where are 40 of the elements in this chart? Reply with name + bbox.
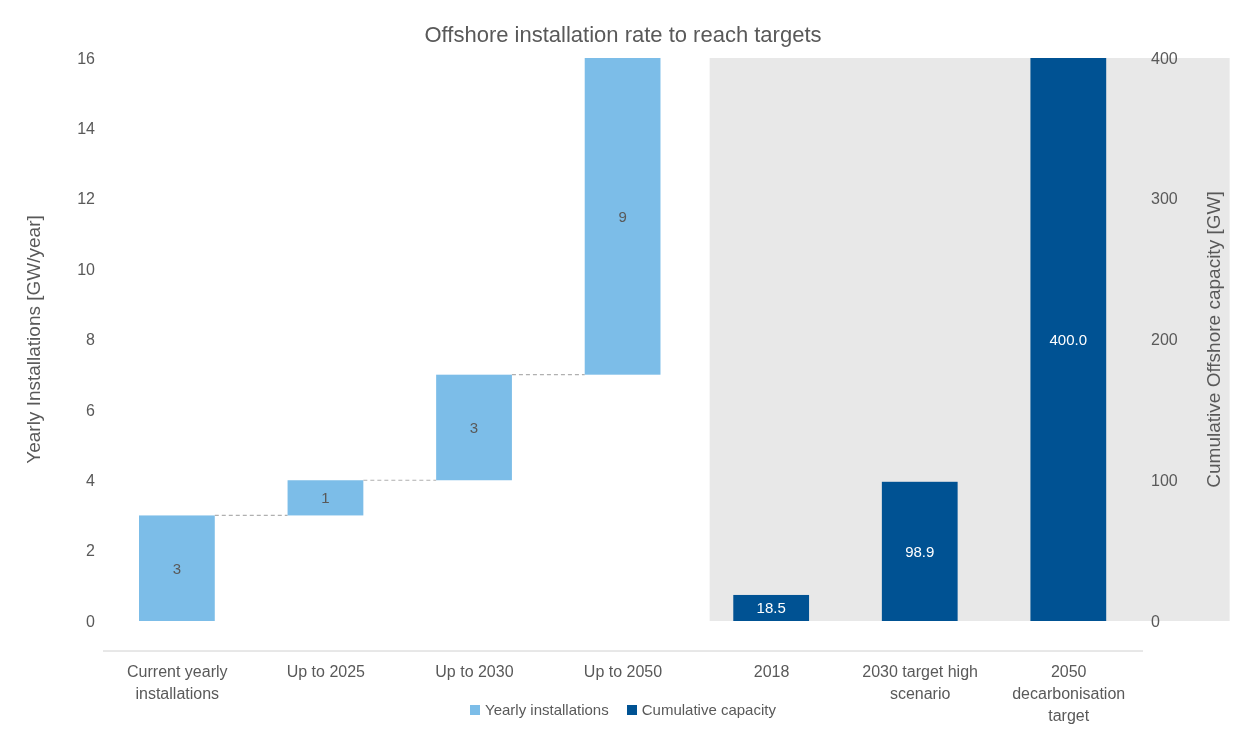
y-tick-label: 12 <box>77 190 96 208</box>
y2-tick-label: 0 <box>1151 612 1160 630</box>
x-tick-label: Up to 2030 <box>435 663 514 680</box>
y-tick-label: 16 <box>77 49 96 67</box>
bar <box>733 594 810 621</box>
bar <box>139 515 215 621</box>
bar <box>1030 58 1107 621</box>
data-label: 3 <box>469 418 479 436</box>
y2-tick-label: 200 <box>1151 331 1178 349</box>
y-tick-label: 8 <box>86 331 96 349</box>
x-tick-label: Up to 2050 <box>583 663 663 680</box>
data-label: 1 <box>321 489 330 507</box>
y2-axis-title: Cumulative Offshore capacity [GW] <box>1202 191 1224 488</box>
y-axis-title: Yearly Installations [GW/year] <box>22 215 44 464</box>
bar <box>584 58 661 375</box>
data-label: 400.0 <box>1049 331 1088 348</box>
x-tick-label: Up to 2025 <box>286 663 366 680</box>
legend-label: Cumulative capacity <box>640 701 776 718</box>
data-label: 9 <box>618 207 627 225</box>
y-tick-label: 2 <box>86 542 96 560</box>
bar <box>287 480 364 516</box>
x-tick-label: 2018 <box>753 663 790 680</box>
data-label: 98.9 <box>905 542 935 560</box>
legend-label: Yearly installations <box>484 701 609 718</box>
y2-tick-label: 100 <box>1151 471 1178 489</box>
x-tick-label: Current yearly installations <box>127 663 228 702</box>
x-tick-label: 2050 decarbonisation target <box>1012 663 1126 724</box>
y-tick-label: 6 <box>86 401 96 419</box>
y-tick-label: 10 <box>77 260 96 278</box>
x-tick-label: 2030 target high scenario <box>862 663 978 702</box>
y-tick-label: 4 <box>86 471 96 489</box>
bar <box>881 481 958 621</box>
chart-title: Offshore installation rate to reach targets <box>423 21 823 48</box>
y-tick-label: 0 <box>86 612 96 630</box>
bar <box>436 374 512 481</box>
data-label: 3 <box>172 559 182 577</box>
y2-tick-label: 400 <box>1151 49 1178 67</box>
data-label: 18.5 <box>756 599 786 617</box>
y-tick-label: 14 <box>77 120 96 138</box>
y2-tick-label: 300 <box>1151 190 1178 208</box>
